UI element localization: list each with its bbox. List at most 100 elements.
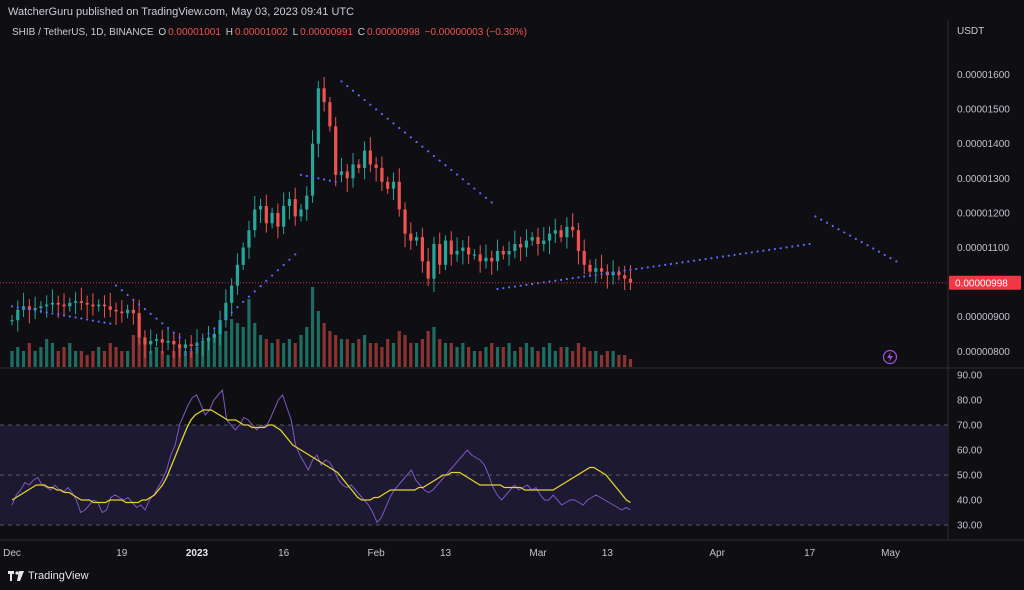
rsi-ma-line	[11, 409, 631, 504]
volume-bar	[403, 335, 407, 367]
candle-body	[478, 254, 482, 262]
psar-dot	[635, 267, 638, 271]
volume-bar	[397, 331, 401, 367]
psar-dot	[201, 337, 204, 341]
candle-body	[235, 264, 240, 286]
psar-dot	[698, 258, 701, 261]
candle-body	[212, 334, 216, 338]
psar-dot	[317, 177, 320, 180]
candle-body	[50, 302, 55, 305]
candle-body	[68, 302, 72, 307]
candle-body	[409, 233, 413, 241]
candle-body	[461, 247, 465, 251]
psar-dot	[143, 308, 147, 311]
volume-bar	[443, 343, 448, 367]
chart-canvas[interactable]: 0.00001600 0.00001500 0.00001400 0.00001300…	[0, 0, 1024, 568]
rsi-tick-label: 90.00	[957, 371, 982, 382]
psar-dot	[172, 331, 175, 334]
psar-dot	[415, 140, 418, 144]
candle-body	[299, 209, 303, 217]
psar-dot	[808, 242, 811, 246]
volume-bar	[605, 351, 609, 367]
volume-bar	[576, 343, 581, 367]
candle-body	[247, 230, 251, 248]
volume-bar	[420, 339, 424, 367]
volume-bar	[467, 347, 471, 367]
psar-dot	[779, 247, 782, 250]
volume-bar	[484, 347, 488, 367]
psar-dot	[392, 122, 395, 125]
candle-body	[599, 268, 604, 272]
psar-dot	[132, 298, 135, 301]
psar-dot	[565, 277, 568, 281]
candle-body	[56, 302, 60, 305]
psar-dot	[658, 264, 661, 267]
volume-bar	[328, 331, 332, 367]
volume-bar	[160, 351, 164, 367]
candle-body	[380, 167, 384, 182]
volume-bar	[310, 287, 315, 367]
psar-dot	[380, 112, 384, 116]
psar-dot	[86, 318, 89, 321]
candle-body	[565, 226, 569, 238]
psar-dot	[57, 313, 60, 316]
psar-dot	[762, 249, 765, 252]
candle-body	[97, 304, 101, 307]
psar-dot	[791, 245, 794, 248]
time-tick-label: Apr	[709, 548, 725, 559]
volume-bar	[131, 335, 135, 367]
psar-dot	[496, 287, 499, 291]
psar-dot	[889, 257, 892, 260]
candle-body	[628, 278, 633, 283]
candle-body	[519, 244, 523, 248]
volume-bar	[62, 347, 66, 367]
psar-dot	[721, 255, 725, 258]
volume-bar	[189, 351, 193, 367]
volume-bar	[218, 327, 222, 367]
candle-body	[264, 205, 268, 224]
candle-body	[166, 340, 170, 343]
volume-bar	[224, 331, 228, 367]
candle-body	[120, 311, 124, 314]
volume-bar	[253, 323, 257, 367]
tradingview-logo-icon	[8, 571, 24, 581]
psar-dot	[103, 321, 106, 324]
psar-dot	[860, 240, 863, 244]
volume-bar	[50, 343, 55, 367]
volume-bar	[565, 347, 569, 367]
candle-body	[270, 212, 274, 224]
rsi-line	[11, 388, 631, 524]
volume-bar	[56, 351, 60, 367]
time-tick-label: 17	[804, 548, 816, 559]
volume-bar	[73, 351, 78, 367]
psar-dot	[849, 234, 852, 237]
volume-bar	[588, 351, 592, 367]
volume-bar	[623, 355, 627, 367]
tradingview-brand[interactable]: TradingView	[8, 570, 89, 582]
psar-dot	[218, 321, 222, 325]
candle-body	[183, 344, 187, 348]
candle-body	[524, 240, 529, 248]
lightning-bolt	[887, 352, 893, 362]
psar-dot	[236, 306, 239, 309]
candle-body	[484, 257, 488, 262]
psar-dot	[612, 271, 615, 274]
psar-dot	[161, 322, 164, 325]
volume-bar	[374, 343, 378, 367]
candle-body	[102, 304, 107, 307]
volume-bar	[507, 343, 511, 367]
psar-dot	[484, 196, 488, 199]
candle-body	[310, 143, 315, 196]
volume-bar	[45, 339, 49, 367]
volume-bar	[27, 343, 31, 367]
volume-bar	[241, 327, 245, 367]
psar-dot	[756, 250, 759, 253]
candle-body	[62, 304, 66, 307]
price-pane: 0.00001600 0.00001500 0.00001400 0.00001300…	[0, 20, 1024, 540]
psar-dot	[328, 179, 331, 182]
candle-body	[108, 306, 112, 310]
psar-dot	[883, 253, 886, 257]
volume-bar	[339, 339, 344, 367]
psar-dot	[554, 279, 557, 282]
psar-dot	[583, 275, 586, 278]
